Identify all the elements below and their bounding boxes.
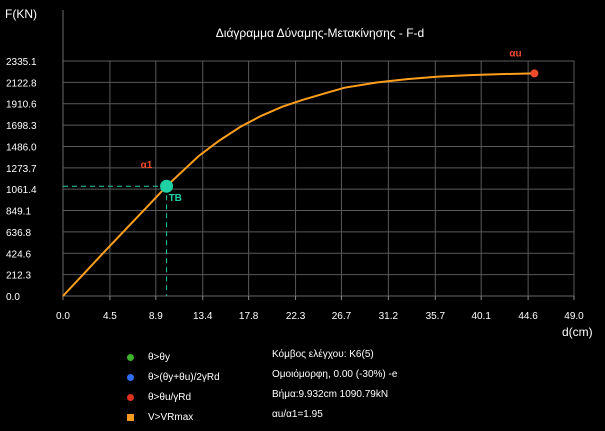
x-tick-label: 26.7 bbox=[332, 311, 352, 322]
legend-label: θ>(θy+θu)/2γRd bbox=[148, 371, 220, 383]
y-tick-label: 1486.0 bbox=[6, 142, 37, 153]
y-tick-label: 0.0 bbox=[6, 292, 20, 303]
x-tick-label: 35.7 bbox=[426, 311, 446, 322]
ratio-text: αu/α1=1.95 bbox=[272, 409, 323, 420]
blue-dot-icon bbox=[127, 373, 134, 381]
x-tick-label: 8.9 bbox=[149, 311, 163, 322]
red-dot-icon bbox=[127, 393, 134, 401]
y-tick-label: 424.6 bbox=[6, 249, 31, 260]
yield-point-label: TB bbox=[169, 193, 182, 204]
legend-label: V>VRmax bbox=[148, 411, 194, 423]
y-axis-label: F(KN) bbox=[5, 7, 37, 21]
grid bbox=[62, 60, 575, 300]
legend-item-theta-u: θ>θu/γRd bbox=[127, 387, 267, 407]
legend: θ>θy θ>(θy+θu)/2γRd θ>θu/γRd V>VRmax bbox=[127, 347, 267, 427]
x-tick-label: 44.6 bbox=[518, 311, 538, 322]
x-tick-labels: 0.0 4.5 8.9 13.4 17.8 22.3 26.7 31.2 35.7 40.1 44.… bbox=[56, 311, 584, 322]
y-tick-labels: 0.0 212.3 424.6 636.8 849.1 1061.4 1273.7 1486.… bbox=[6, 57, 37, 303]
load-pattern-text: Ομοιόμορφη, 0.00 (-30%) -e bbox=[272, 369, 398, 380]
x-tick-label: 31.2 bbox=[379, 311, 399, 322]
x-tick-label: 13.4 bbox=[193, 311, 213, 322]
ultimate-point-marker bbox=[530, 69, 539, 78]
y-tick-label: 1061.4 bbox=[6, 185, 37, 196]
step-text: Βήμα:9.932cm 1090.79kN bbox=[272, 389, 389, 400]
alpha-u-label: αu bbox=[509, 48, 521, 59]
control-node-text: Κόμβος ελέγχου: Κ6(5) bbox=[272, 349, 374, 360]
point-markers: TB α1 αu bbox=[141, 48, 539, 204]
legend-item-theta-mid: θ>(θy+θu)/2γRd bbox=[127, 367, 267, 387]
alpha1-label: α1 bbox=[141, 160, 153, 171]
yield-guides bbox=[63, 185, 168, 296]
legend-label: θ>θu/γRd bbox=[148, 391, 192, 403]
x-tick-label: 4.5 bbox=[103, 311, 117, 322]
x-tick-label: 22.3 bbox=[286, 311, 306, 322]
capacity-curve bbox=[62, 72, 535, 297]
x-axis-label: d(cm) bbox=[562, 325, 593, 339]
y-tick-label: 1910.6 bbox=[6, 100, 37, 111]
y-tick-label: 849.1 bbox=[6, 207, 31, 218]
legend-item-theta-y: θ>θy bbox=[127, 347, 267, 367]
yield-point-marker bbox=[160, 179, 174, 193]
y-tick-label: 2122.8 bbox=[6, 78, 37, 89]
legend-item-shear: V>VRmax bbox=[127, 407, 267, 427]
y-tick-label: 636.8 bbox=[6, 228, 31, 239]
x-tick-label: 40.1 bbox=[471, 311, 491, 322]
legend-label: θ>θy bbox=[148, 351, 170, 363]
x-tick-label: 49.0 bbox=[564, 311, 584, 322]
chart-title: Διάγραμμα Δύναμης-Μετακίνησης - F-d bbox=[216, 26, 424, 40]
y-tick-label: 1273.7 bbox=[6, 164, 37, 175]
green-dot-icon bbox=[127, 353, 134, 361]
y-tick-label: 2335.1 bbox=[6, 57, 37, 68]
orange-square-icon bbox=[127, 413, 134, 421]
y-tick-label: 1698.3 bbox=[6, 121, 37, 132]
y-tick-label: 212.3 bbox=[6, 271, 31, 282]
x-tick-label: 17.8 bbox=[239, 311, 259, 322]
x-tick-label: 0.0 bbox=[56, 311, 70, 322]
info-panel: Κόμβος ελέγχου: Κ6(5) Ομοιόμορφη, 0.00 (… bbox=[272, 345, 397, 425]
